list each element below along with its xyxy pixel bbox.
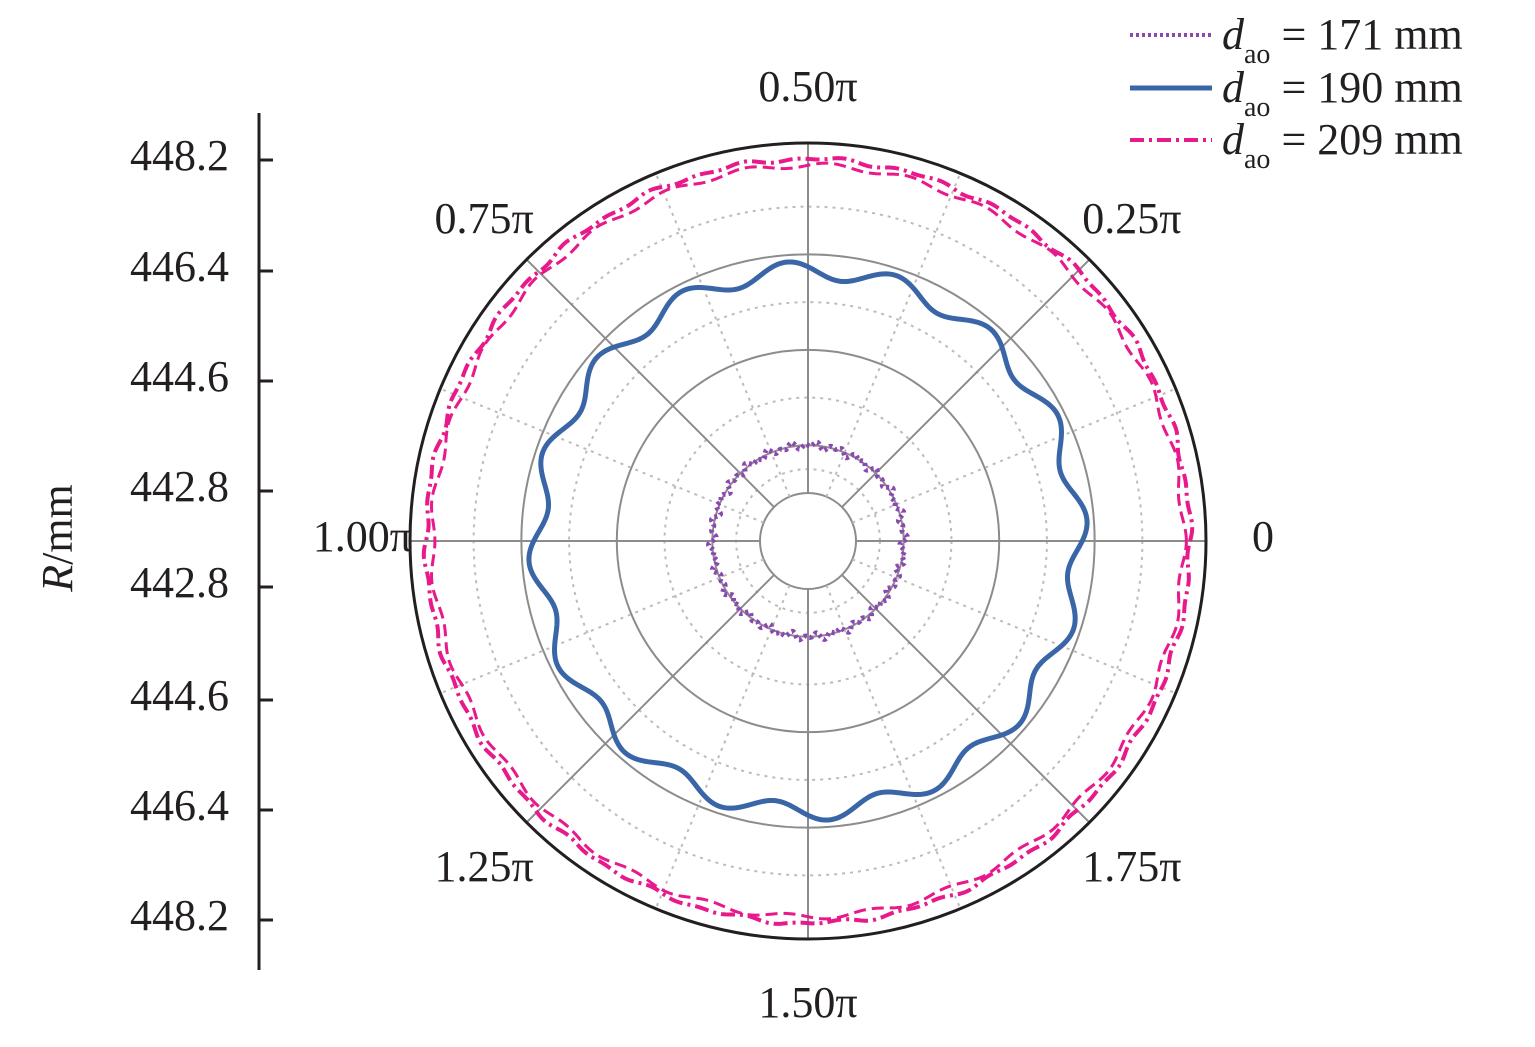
legend-label-symbol: d <box>1222 10 1245 59</box>
angle-label: 0.75π <box>435 194 534 243</box>
radial-axis: 442.8 442.8 444.6 444.6 446.4 446.4 448.2 448.2… <box>33 113 273 970</box>
radial-tick-label: 446.4 <box>130 781 229 830</box>
angle-labels: 0 0.25π 0.50π 0.75π 1.00π 1.25π 1.50π 1.75π <box>313 62 1274 1027</box>
minor-spoke <box>825 172 962 498</box>
legend-label-subscript: ao <box>1244 92 1270 123</box>
legend-label-symbol: d <box>1222 115 1245 164</box>
radial-axis-title-unit: /mm <box>33 484 82 565</box>
radial-tick-label: 444.6 <box>130 671 229 720</box>
legend-label-value: = 190 mm <box>1270 63 1462 112</box>
major-spoke <box>841 258 1091 508</box>
minor-spoke <box>654 172 791 498</box>
minor-spoke <box>851 387 1177 524</box>
angle-label: 0.50π <box>758 62 857 111</box>
angle-label: 1.75π <box>1082 842 1181 891</box>
radial-tick-label: 442.8 <box>130 462 229 511</box>
legend-label: dao = 190 mm <box>1222 63 1463 123</box>
minor-spoke <box>851 558 1177 695</box>
angle-label: 1.50π <box>758 978 857 1027</box>
polar-frame <box>408 141 1208 941</box>
radial-axis-title-symbol: R <box>33 565 82 593</box>
legend-label-value: = 171 mm <box>1270 10 1462 59</box>
angle-label: 1.00π <box>313 512 412 561</box>
angle-label: 1.25π <box>435 842 534 891</box>
legend-label: dao = 209 mm <box>1222 115 1463 175</box>
minor-spoke <box>825 584 962 910</box>
series-line-band <box>430 161 1188 921</box>
data-series <box>421 156 1195 926</box>
series-line <box>706 439 910 643</box>
radial-tick-label: 448.2 <box>130 891 229 940</box>
minor-spoke <box>439 558 765 695</box>
radial-tick-label: 442.8 <box>130 558 229 607</box>
major-spoke <box>841 574 1091 824</box>
legend-label-subscript: ao <box>1244 39 1270 70</box>
polar-grid <box>410 143 1206 939</box>
radial-axis-title: R/mm <box>33 484 82 593</box>
legend-label: dao = 171 mm <box>1222 10 1463 70</box>
legend-label-value: = 209 mm <box>1270 115 1462 164</box>
major-spoke <box>525 574 775 824</box>
major-spoke <box>525 258 775 508</box>
radial-tick-label: 444.6 <box>130 352 229 401</box>
radial-axis-ticks: 442.8 442.8 444.6 444.6 446.4 446.4 448.2 448.2 <box>130 131 273 940</box>
legend-label-symbol: d <box>1222 63 1245 112</box>
series-line <box>421 156 1195 926</box>
minor-spoke <box>439 387 765 524</box>
angle-label: 0 <box>1252 512 1274 561</box>
series-line <box>526 259 1090 823</box>
angle-label: 0.25π <box>1082 194 1181 243</box>
radial-tick-label: 448.2 <box>130 131 229 180</box>
radial-tick-label: 446.4 <box>130 242 229 291</box>
center-circle <box>759 492 857 590</box>
legend-label-subscript: ao <box>1244 144 1270 175</box>
minor-spoke <box>654 584 791 910</box>
